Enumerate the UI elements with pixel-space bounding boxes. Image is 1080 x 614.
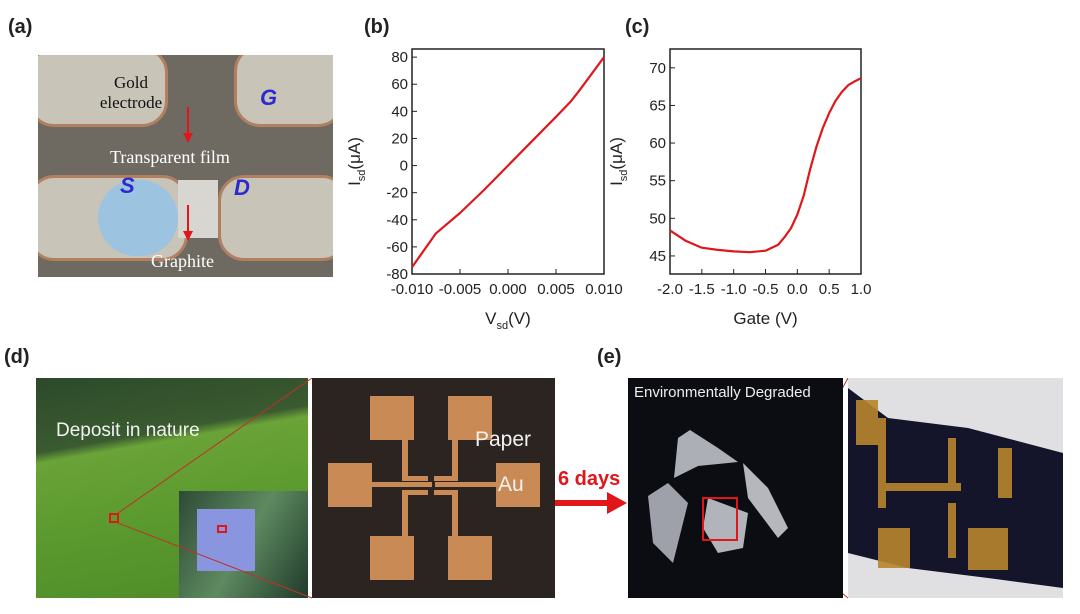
x-tick-label: 0.005 bbox=[537, 281, 575, 298]
source-label: S bbox=[120, 173, 135, 198]
plot-frame bbox=[411, 48, 605, 275]
y-tick-label: -20 bbox=[386, 185, 408, 202]
paper-label: Paper bbox=[475, 428, 532, 451]
y-axis-label: Isd(μA) bbox=[607, 137, 630, 186]
deposit-label: Deposit in nature bbox=[56, 420, 200, 441]
graphite-label: Graphite bbox=[151, 251, 214, 271]
panel-label-b: (b) bbox=[364, 16, 390, 38]
y-tick-label: 0 bbox=[400, 158, 408, 175]
drain-label: D bbox=[234, 175, 250, 200]
y-tick-label: 20 bbox=[391, 130, 408, 147]
y-tick-label: 40 bbox=[391, 103, 408, 120]
x-axis-label: Gate (V) bbox=[733, 309, 797, 328]
degraded-label: Environmentally Degraded bbox=[634, 384, 811, 401]
y-tick-label: 65 bbox=[649, 97, 666, 114]
y-tick-label: 80 bbox=[391, 49, 408, 66]
data-series-line bbox=[669, 77, 862, 254]
device-micrograph: Gold electrode G S D Transparent film Gr… bbox=[38, 55, 333, 277]
plot-frame bbox=[669, 48, 862, 275]
gold-pads bbox=[328, 396, 540, 580]
x-tick-label: -0.010 bbox=[391, 281, 434, 298]
x-tick-label: 1.0 bbox=[851, 281, 872, 298]
right-arrow-icon bbox=[555, 492, 627, 514]
y-tick-label: -60 bbox=[386, 239, 408, 256]
panel-label-a: (a) bbox=[8, 16, 33, 38]
transparent-film-label: Transparent film bbox=[110, 147, 230, 167]
arrow-icons bbox=[183, 107, 193, 241]
degraded-zoom-photo bbox=[848, 378, 1063, 598]
au-label: Au bbox=[498, 473, 524, 496]
x-tick-label: 0.0 bbox=[787, 281, 808, 298]
charts-svg: -0.010 -0.005 0.000 0.005 0.010 -80 -60 -40 -20 0… bbox=[345, 48, 872, 332]
y-tick-label: 55 bbox=[649, 173, 666, 190]
x-tick-label: 0.010 bbox=[585, 281, 623, 298]
y-axis-label: Isd(μA) bbox=[345, 137, 368, 186]
panel-label-c: (c) bbox=[625, 16, 650, 38]
y-tick-label: 60 bbox=[391, 76, 408, 93]
y-tick-label: -40 bbox=[386, 212, 408, 229]
grass-photo: Deposit in nature bbox=[36, 378, 308, 598]
x-axis-label: Vsd(V) bbox=[485, 309, 531, 332]
chart-c: -2.0 -1.5 -1.0 -0.5 0.0 0.5 1.0 45 50 55 60 65 70 Gat… bbox=[607, 48, 872, 328]
y-tick-label: 60 bbox=[649, 135, 666, 152]
x-tick-label: 0.5 bbox=[819, 281, 840, 298]
x-tick-label: -1.0 bbox=[721, 281, 747, 298]
y-tick-label: -80 bbox=[386, 266, 408, 283]
y-tick-label: 50 bbox=[649, 210, 666, 227]
data-series-line bbox=[411, 56, 605, 268]
gold-device-photo: Paper Au bbox=[312, 378, 555, 598]
y-tick-label: 70 bbox=[649, 60, 666, 77]
x-tick-label: -1.5 bbox=[689, 281, 715, 298]
x-tick-label: -2.0 bbox=[657, 281, 683, 298]
x-tick-label: -0.5 bbox=[753, 281, 779, 298]
y-tick-label: 45 bbox=[649, 248, 666, 265]
panel-label-d: (d) bbox=[4, 346, 30, 368]
inset-photo bbox=[179, 491, 308, 598]
six-days-label: 6 days bbox=[558, 468, 621, 490]
gate-label: G bbox=[260, 85, 278, 110]
panel-label-e: (e) bbox=[597, 346, 622, 368]
x-tick-label: -0.005 bbox=[439, 281, 482, 298]
x-tick-label: 0.000 bbox=[489, 281, 527, 298]
chart-b: -0.010 -0.005 0.000 0.005 0.010 -80 -60 -40 -20 0… bbox=[345, 48, 623, 332]
gold-electrode-label: Gold electrode bbox=[99, 73, 163, 112]
degraded-photo: Environmentally Degraded bbox=[628, 378, 843, 598]
